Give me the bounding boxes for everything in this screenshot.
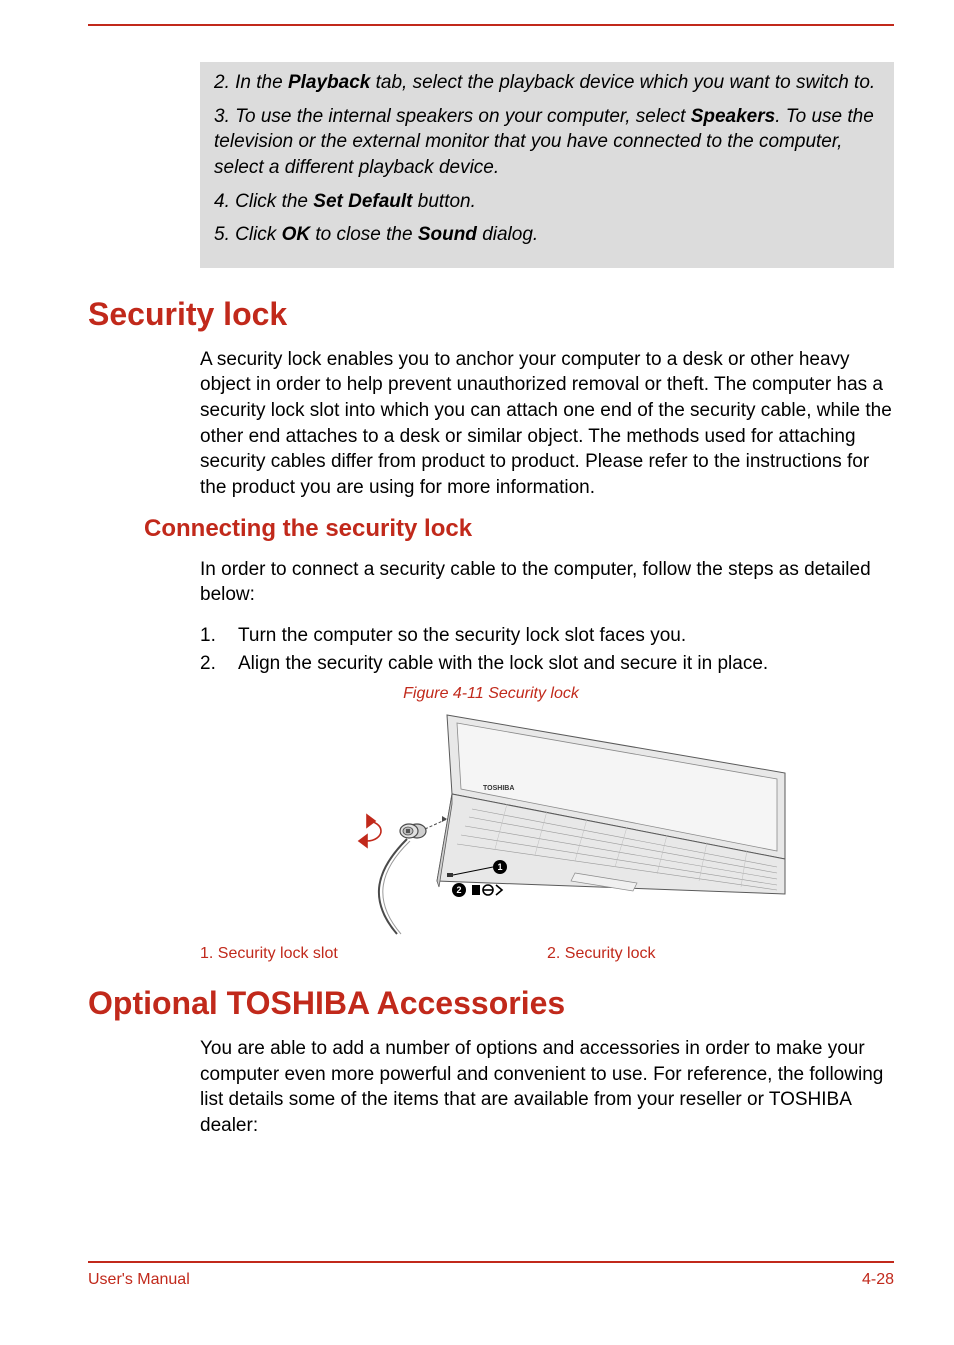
note-item-3: 3. To use the internal speakers on your … (214, 104, 880, 181)
footer-right: 4-28 (862, 1271, 894, 1289)
svg-text:2: 2 (456, 885, 461, 895)
bold-text: Speakers (691, 106, 776, 127)
step-number: 1. (200, 622, 238, 650)
note-item-5: 5. Click OK to close the Sound dialog. (214, 222, 880, 248)
text: 5. Click (214, 224, 282, 245)
text: dialog. (477, 224, 538, 245)
lock-cylinder-icon (400, 824, 426, 838)
footer-left: User's Manual (88, 1271, 190, 1289)
bold-text: Set Default (313, 191, 412, 212)
content-area: 2. In the Playback tab, select the playb… (88, 62, 894, 1153)
legend-item-2: 2. Security lock (547, 945, 894, 963)
bold-text: OK (282, 224, 311, 245)
note-box: 2. In the Playback tab, select the playb… (200, 62, 894, 268)
footer-row: User's Manual 4-28 (88, 1271, 894, 1289)
bottom-rule (88, 1261, 894, 1263)
lock-slot-icon (472, 885, 502, 895)
note-item-4: 4. Click the Set Default button. (214, 189, 880, 215)
steps-list: 1.Turn the computer so the security lock… (200, 622, 894, 677)
step-text: Align the security cable with the lock s… (238, 650, 768, 678)
text: to close the (310, 224, 418, 245)
figure-caption: Figure 4-11 Security lock (88, 685, 894, 703)
svg-text:1: 1 (497, 862, 502, 872)
step-number: 2. (200, 650, 238, 678)
step-item: 1.Turn the computer so the security lock… (200, 622, 894, 650)
text: 2. In the (214, 72, 288, 93)
step-text: Turn the computer so the security lock s… (238, 622, 686, 650)
text: tab, select the playback device which yo… (370, 72, 875, 93)
para-security-lock: A security lock enables you to anchor yo… (200, 347, 894, 501)
text: 3. To use the internal speakers on your … (214, 106, 691, 127)
heading-security-lock: Security lock (88, 296, 894, 333)
bold-text: Playback (288, 72, 370, 93)
footer: User's Manual 4-28 (88, 1261, 894, 1289)
para-connecting: In order to connect a security cable to … (200, 557, 894, 608)
step-item: 2.Align the security cable with the lock… (200, 650, 894, 678)
legend-item-1: 1. Security lock slot (200, 945, 547, 963)
figure: TOSHIBA (200, 709, 894, 939)
page: 2. In the Playback tab, select the playb… (0, 0, 954, 1345)
laptop-brand-text: TOSHIBA (483, 785, 514, 792)
text: button. (413, 191, 476, 212)
bold-text: Sound (418, 224, 477, 245)
rotate-arrows-icon (359, 815, 381, 847)
security-lock-diagram: TOSHIBA (307, 709, 787, 939)
para-optional-accessories: You are able to add a number of options … (200, 1036, 894, 1139)
subheading-connecting: Connecting the security lock (144, 515, 894, 543)
heading-optional-accessories: Optional TOSHIBA Accessories (88, 985, 894, 1022)
figure-legend: 1. Security lock slot 2. Security lock (200, 945, 894, 963)
text: 4. Click the (214, 191, 313, 212)
note-item-2: 2. In the Playback tab, select the playb… (214, 70, 880, 96)
top-rule (88, 24, 894, 26)
